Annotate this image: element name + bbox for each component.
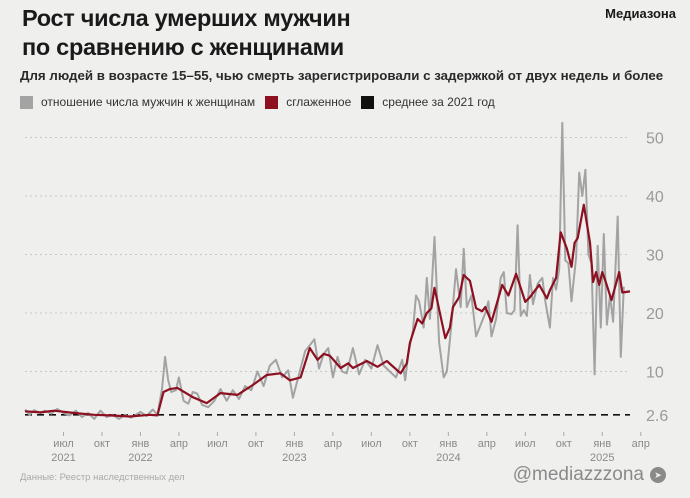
x-tick-month: июл	[515, 438, 536, 450]
x-tick-month: апр	[632, 438, 650, 450]
y-tick-label: 2.6	[646, 408, 668, 425]
x-tick-month: апр	[324, 438, 342, 450]
x-tick-month: июл	[207, 438, 228, 450]
handle-text: @mediazzzona	[512, 464, 644, 485]
x-tick-month: янв	[285, 438, 303, 450]
x-tick-month: окт	[556, 438, 572, 450]
y-tick-label: 30	[646, 248, 664, 265]
legend-swatch-mean	[361, 95, 375, 109]
x-tick-month: окт	[402, 438, 418, 450]
x-tick-month: янв	[593, 438, 611, 450]
legend-item-smoothed: сглаженное	[265, 95, 351, 109]
source-note: Данные: Реестр наследственных дел	[20, 472, 185, 483]
legend-swatch-raw	[20, 95, 33, 109]
series-line-smoothed	[24, 203, 631, 418]
x-tick-month: окт	[94, 438, 110, 450]
series-line-raw	[24, 121, 625, 420]
x-tick-year: 2021	[51, 452, 75, 464]
telegram-icon: ➤	[650, 467, 666, 483]
y-tick-label: 50	[646, 131, 664, 148]
x-tick-month: июл	[53, 438, 74, 450]
legend-item-raw: отношение числа мужчин к женщинам	[20, 95, 255, 109]
x-tick-month: янв	[132, 438, 150, 450]
legend-label: среднее за 2021 год	[382, 95, 495, 109]
y-tick-label: 20	[646, 306, 664, 323]
chart-subtitle: Для людей в возрасте 15–55, чью смерть з…	[20, 68, 664, 83]
x-tick-month: янв	[439, 438, 457, 450]
x-tick-year: 2022	[128, 452, 152, 464]
y-tick-label: 40	[646, 189, 664, 206]
title-line-1: Рост числа умерших мужчин	[22, 5, 351, 31]
x-tick-year: 2023	[282, 452, 306, 464]
chart-title: Рост числа умерших мужчин по сравнению с …	[22, 4, 351, 62]
legend: отношение числа мужчин к женщинам сглаже…	[20, 95, 505, 109]
legend-swatch-smoothed	[265, 95, 279, 109]
legend-label: отношение числа мужчин к женщинам	[41, 95, 256, 109]
x-tick-month: апр	[170, 438, 188, 450]
title-line-2: по сравнению с женщинами	[22, 34, 344, 60]
brand-logo: Медиазона	[605, 6, 676, 21]
x-tick-year: 2025	[590, 452, 614, 464]
legend-item-mean: среднее за 2021 год	[361, 95, 495, 109]
y-tick-label: 10	[646, 365, 664, 382]
x-tick-month: окт	[248, 438, 264, 450]
x-tick-year: 2024	[436, 452, 460, 464]
legend-label: сглаженное	[286, 95, 352, 109]
x-tick-month: апр	[478, 438, 496, 450]
x-tick-month: июл	[361, 438, 382, 450]
social-handle[interactable]: @mediazzzona ➤	[513, 464, 666, 486]
